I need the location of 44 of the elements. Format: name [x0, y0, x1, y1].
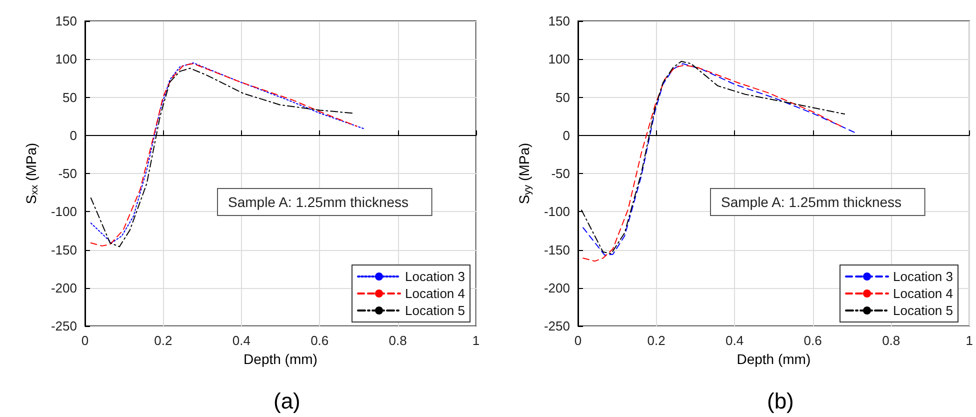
- y-tick-label: -250: [50, 318, 77, 334]
- x-axis-title: Depth (mm): [244, 351, 318, 367]
- legend-label: Location 5: [405, 303, 466, 318]
- y-tick-label: 0: [70, 128, 77, 143]
- x-tick-label: 0: [574, 333, 582, 348]
- y-tick-label: -150: [50, 242, 77, 258]
- x-axis-title: Depth (mm): [736, 351, 811, 367]
- text: (a): [274, 388, 300, 414]
- y-tick-label: 100: [548, 52, 570, 67]
- legend-label: Location 4: [893, 286, 954, 301]
- legend-label: Location 3: [405, 269, 466, 284]
- y-axis-title: Sxx (MPa): [23, 142, 40, 204]
- x-tick-label: 0.2: [154, 333, 172, 348]
- x-tick-label: 0: [81, 333, 89, 348]
- x-tick-label: 0.4: [232, 333, 250, 348]
- legend-label: Location 5: [893, 303, 954, 318]
- annotation: Sample A: 1.25mm thickness: [721, 194, 902, 210]
- y-tick-label: -150: [544, 242, 570, 258]
- y-tick-label: 50: [62, 90, 77, 105]
- y-tick-label: -200: [50, 280, 77, 296]
- text: (b): [767, 388, 794, 414]
- y-tick-label: -100: [50, 204, 77, 220]
- legend-label: Location 4: [405, 286, 466, 301]
- x-tick-label: 1: [966, 333, 973, 348]
- y-tick-label: -50: [58, 166, 77, 181]
- y-tick-label: 150: [548, 14, 570, 28]
- y-tick-label: 100: [55, 52, 77, 67]
- legend-label: Location 3: [893, 269, 954, 284]
- x-tick-label: 0.2: [647, 333, 666, 348]
- x-tick-label: 0.6: [804, 333, 822, 348]
- annotation: Sample A: 1.25mm thickness: [228, 194, 409, 210]
- x-tick-label: 0.4: [726, 333, 744, 348]
- x-tick-label: 0.8: [388, 333, 407, 348]
- y-axis-title: Syy (MPa): [516, 142, 534, 204]
- x-tick-label: 0.6: [310, 333, 329, 348]
- y-tick-label: 50: [556, 90, 570, 105]
- y-tick-label: 150: [55, 14, 77, 28]
- y-tick-label: -200: [544, 280, 570, 296]
- y-tick-label: -100: [544, 204, 570, 220]
- y-tick-label: -250: [544, 318, 570, 334]
- y-tick-label: 0: [562, 128, 570, 143]
- x-tick-label: 1: [472, 333, 480, 348]
- y-tick-label: -50: [551, 166, 570, 181]
- x-tick-label: 0.8: [882, 333, 900, 348]
